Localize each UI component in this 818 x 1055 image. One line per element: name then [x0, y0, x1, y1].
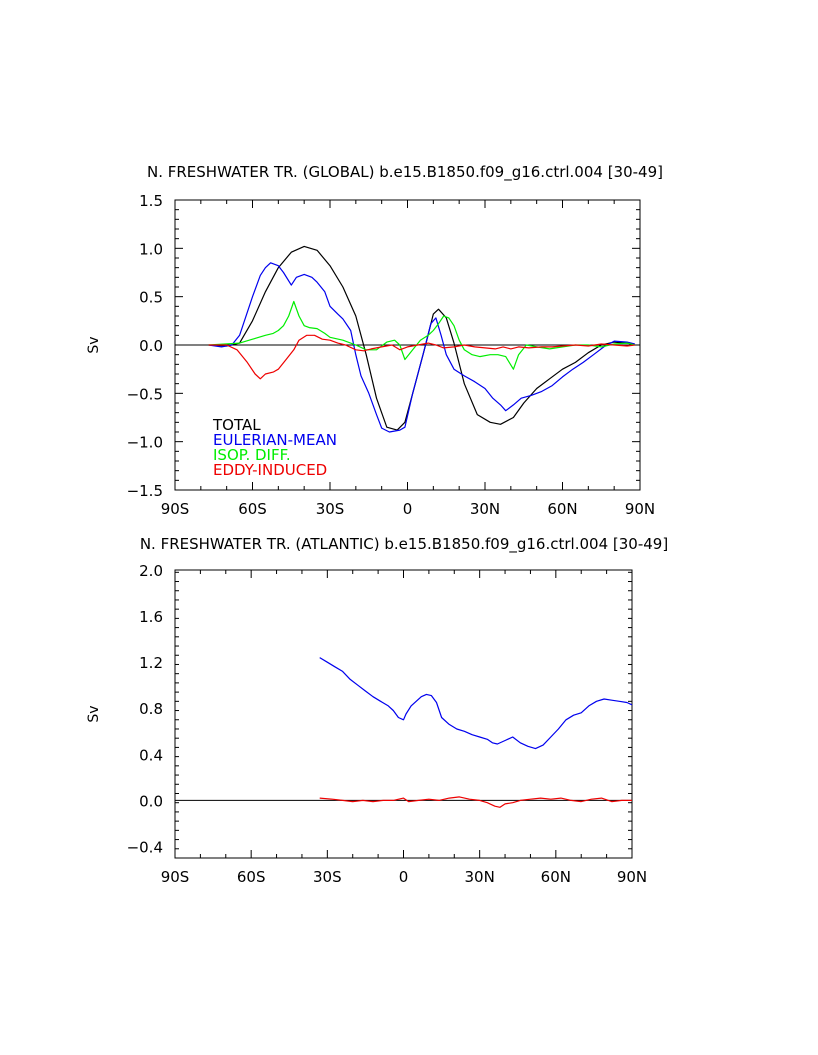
- series-line-eddy-induced: [208, 334, 635, 380]
- x-tick-label: 30N: [470, 500, 500, 518]
- x-tick-label: 60S: [238, 500, 267, 518]
- y-tick-label: −1.0: [127, 434, 163, 452]
- x-tick-label: 90S: [161, 500, 190, 518]
- x-tick-label: 60N: [547, 500, 577, 518]
- x-tick-label: 90N: [617, 868, 647, 886]
- y-axis-label: Sv: [86, 336, 102, 353]
- legend-entry: TOTAL: [212, 416, 261, 434]
- y-axis-label: Sv: [86, 705, 102, 722]
- chart-title: N. FRESHWATER TR. (ATLANTIC) b.e15.B1850…: [140, 535, 668, 554]
- atlantic-panel: N. FRESHWATER TR. (ATLANTIC) b.e15.B1850…: [86, 535, 668, 886]
- y-tick-label: 0.4: [139, 746, 163, 764]
- legend-entry: EDDY-INDUCED: [213, 461, 327, 479]
- series-line-isop-diff: [208, 300, 635, 370]
- y-tick-label: 1.0: [139, 240, 163, 258]
- y-tick-label: 0.8: [139, 700, 163, 718]
- x-tick-label: 0: [399, 868, 409, 886]
- y-tick-label: 1.6: [139, 608, 163, 626]
- x-tick-label: 30S: [313, 868, 342, 886]
- x-tick-label: 90N: [625, 500, 655, 518]
- x-tick-label: 60S: [237, 868, 266, 886]
- y-tick-label: 2.0: [139, 562, 163, 580]
- x-tick-label: 90S: [161, 868, 190, 886]
- y-tick-label: 0.0: [139, 792, 163, 810]
- y-tick-label: −1.5: [127, 482, 163, 500]
- global-panel: N. FRESHWATER TR. (GLOBAL) b.e15.B1850.f…: [86, 163, 663, 518]
- x-tick-label: 60N: [541, 868, 571, 886]
- series-line-total: [208, 245, 635, 431]
- y-tick-label: −0.5: [127, 385, 163, 403]
- legend-entry: ISOP. DIFF.: [213, 446, 291, 464]
- y-tick-label: −0.4: [127, 838, 163, 856]
- y-tick-label: 1.5: [139, 192, 163, 210]
- y-tick-label: 0.5: [139, 289, 163, 307]
- plot-frame: [174, 569, 633, 859]
- chart-title: N. FRESHWATER TR. (GLOBAL) b.e15.B1850.f…: [147, 163, 663, 182]
- x-tick-label: 30N: [465, 868, 495, 886]
- series-line-series-0: [319, 657, 633, 750]
- y-tick-label: 1.2: [139, 654, 163, 672]
- series-line-eulerian-mean: [208, 262, 635, 433]
- legend-entry: EULERIAN-MEAN: [213, 431, 337, 449]
- series-line-series-1: [319, 796, 632, 808]
- x-tick-label: 0: [403, 500, 413, 518]
- y-tick-label: 0.0: [139, 337, 163, 355]
- x-tick-label: 30S: [316, 500, 345, 518]
